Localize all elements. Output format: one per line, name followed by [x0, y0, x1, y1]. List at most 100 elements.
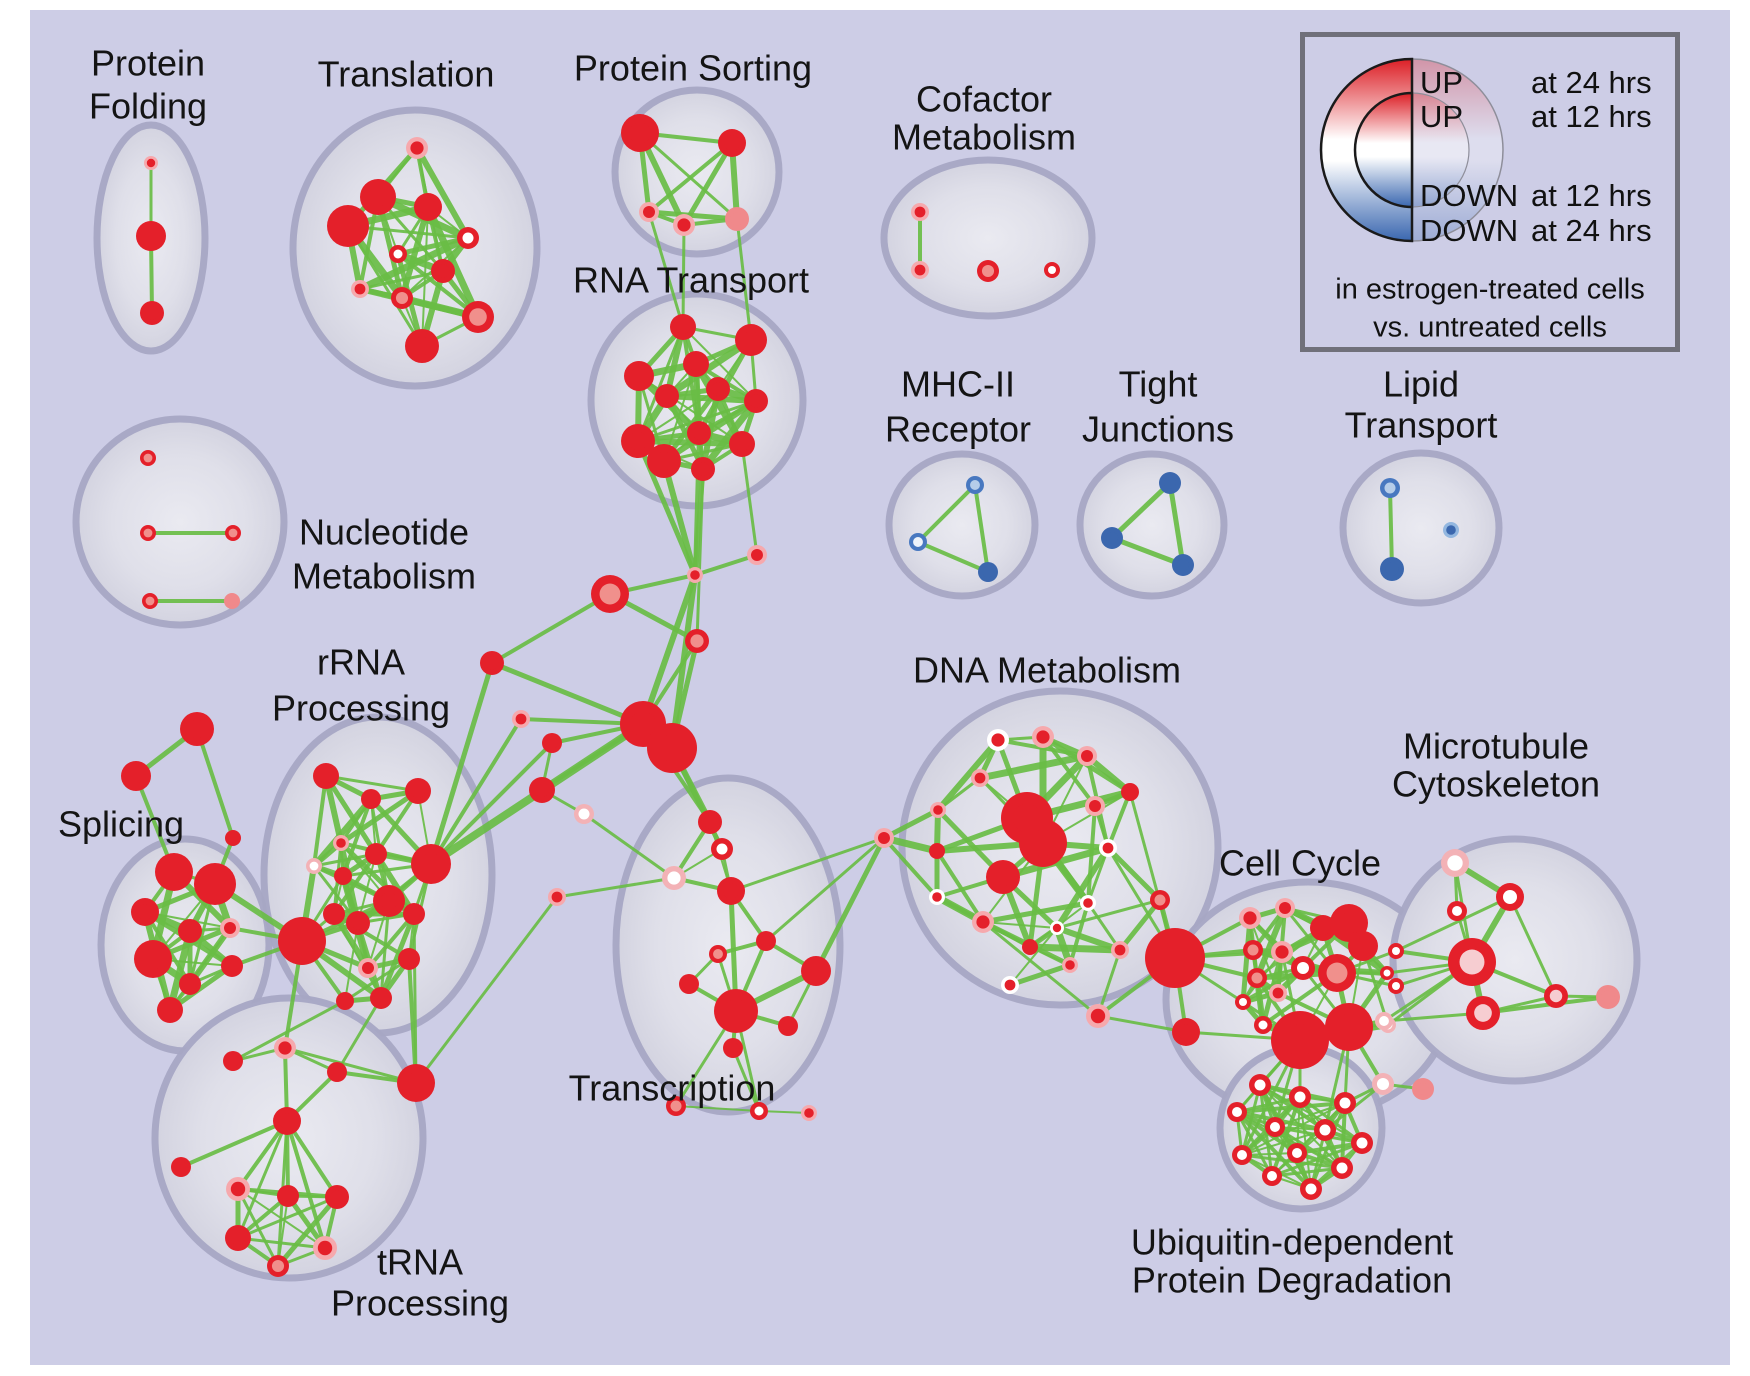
- gene-node-core: [515, 713, 527, 725]
- cluster-cofactor-metabolism: [880, 156, 1096, 320]
- gene-node-core: [713, 949, 723, 959]
- cluster-label-transcription: Transcription: [569, 1068, 776, 1109]
- edge: [1106, 790, 1132, 850]
- gene-node-core: [932, 892, 942, 902]
- gene-node-core: [1254, 1079, 1266, 1091]
- gene-node-core: [163, 861, 185, 883]
- gene-node-core: [1275, 945, 1289, 959]
- gene-node-core: [142, 227, 160, 245]
- gene-node-core: [1270, 1122, 1280, 1132]
- gene-node-core: [1251, 972, 1263, 984]
- gene-node-core: [1279, 902, 1291, 914]
- edge: [346, 224, 424, 348]
- gene-node-core: [1176, 558, 1190, 572]
- legend-time-label: at 24 hrs: [1531, 213, 1652, 248]
- gene-node-core: [1102, 842, 1114, 854]
- gene-node-core: [804, 1108, 814, 1118]
- edge: [935, 849, 985, 924]
- gene-node-core: [1356, 1137, 1368, 1149]
- gene-node-core: [914, 206, 926, 218]
- legend-caption-line1: in estrogen-treated cells: [1335, 273, 1645, 306]
- gene-node-core: [1089, 800, 1101, 812]
- gene-node-core: [368, 187, 388, 207]
- edge: [1388, 486, 1394, 571]
- cluster-label-protein-folding: Folding: [89, 86, 207, 127]
- edge: [1481, 995, 1610, 1015]
- gene-node-core: [183, 924, 197, 938]
- gene-node-core: [760, 935, 772, 947]
- edge: [693, 553, 759, 577]
- gene-node-core: [395, 291, 409, 305]
- gene-node-core: [137, 904, 153, 920]
- gene-node-core: [143, 453, 153, 463]
- gene-node-core: [730, 212, 744, 226]
- cluster-tight-junctions: [1076, 450, 1228, 600]
- gene-node-core: [670, 1100, 682, 1112]
- gene-node-core: [677, 218, 691, 232]
- gene-node-core: [420, 199, 436, 215]
- legend-time-label: at 12 hrs: [1531, 178, 1652, 213]
- gene-node-core: [993, 867, 1013, 887]
- gene-node-core: [1338, 912, 1360, 934]
- gene-node-core: [1319, 1124, 1331, 1136]
- edge: [236, 1187, 280, 1268]
- edge: [1109, 480, 1173, 541]
- gene-node-core: [807, 962, 825, 980]
- gene-node-core: [1243, 911, 1257, 925]
- gene-node-core: [1239, 998, 1247, 1006]
- cluster-label-microtubule-cytoskeleton: Cytoskeleton: [1392, 764, 1600, 805]
- gene-node-core: [716, 843, 728, 855]
- gene-node-core: [1081, 750, 1093, 762]
- gene-node-core: [410, 141, 424, 155]
- gene-node-core: [982, 566, 994, 578]
- edge: [881, 807, 941, 841]
- gene-node-core: [330, 1190, 344, 1204]
- gene-node-core: [1004, 979, 1016, 991]
- gene-node-core: [1446, 525, 1456, 535]
- cluster-label-mhc-ii-receptor: Receptor: [885, 409, 1031, 450]
- gene-node-core: [1305, 1183, 1317, 1195]
- gene-node-core: [782, 1020, 794, 1032]
- cluster-label-cell-cycle: Cell Cycle: [1219, 843, 1381, 884]
- gene-node-core: [1232, 1107, 1242, 1117]
- gene-node-core: [146, 158, 156, 168]
- gene-node-core: [914, 264, 926, 276]
- gene-node-core: [1090, 1008, 1106, 1024]
- legend: UP at 24 hrs UP at 12 hrs DOWN at 12 hrs…: [1300, 32, 1680, 352]
- edge: [1270, 1095, 1302, 1178]
- gene-node-core: [351, 916, 365, 930]
- gene-node-core: [1154, 894, 1166, 906]
- gene-node-core: [271, 1259, 285, 1273]
- gene-node-core: [1272, 987, 1284, 999]
- edge: [973, 483, 990, 574]
- gene-node-core: [288, 927, 316, 955]
- cluster-label-lipid-transport: Transport: [1345, 405, 1498, 446]
- cluster-label-translation: Translation: [318, 54, 495, 95]
- cluster-microtubule-cytoskeleton: [1389, 835, 1641, 1085]
- edge: [916, 540, 990, 574]
- legend-direction-label: DOWN: [1420, 213, 1519, 248]
- cluster-label-rna-transport: RNA Transport: [573, 260, 809, 301]
- cluster-transcription: [612, 774, 844, 1116]
- gene-node-core: [976, 915, 990, 929]
- gene-node-core: [203, 872, 227, 896]
- gene-node-core: [1379, 1016, 1389, 1026]
- cluster-label-tight-junctions: Junctions: [1082, 409, 1234, 450]
- gene-node-core: [1384, 482, 1396, 494]
- edge: [1007, 962, 1073, 988]
- gene-node-core: [878, 832, 890, 844]
- cluster-label-splicing: Splicing: [58, 804, 184, 845]
- gene-node-core: [723, 883, 739, 899]
- cluster-lipid-transport: [1339, 449, 1503, 607]
- edge: [489, 660, 646, 727]
- edge: [982, 921, 1058, 929]
- gene-node-core: [462, 232, 474, 244]
- edge: [490, 592, 612, 665]
- edge: [740, 442, 759, 557]
- gene-node-core: [1025, 942, 1035, 952]
- edge: [1254, 905, 1288, 981]
- gene-node-core: [228, 528, 238, 538]
- gene-node-core: [1336, 1162, 1348, 1174]
- edge: [1026, 943, 1124, 954]
- edge: [285, 1119, 339, 1199]
